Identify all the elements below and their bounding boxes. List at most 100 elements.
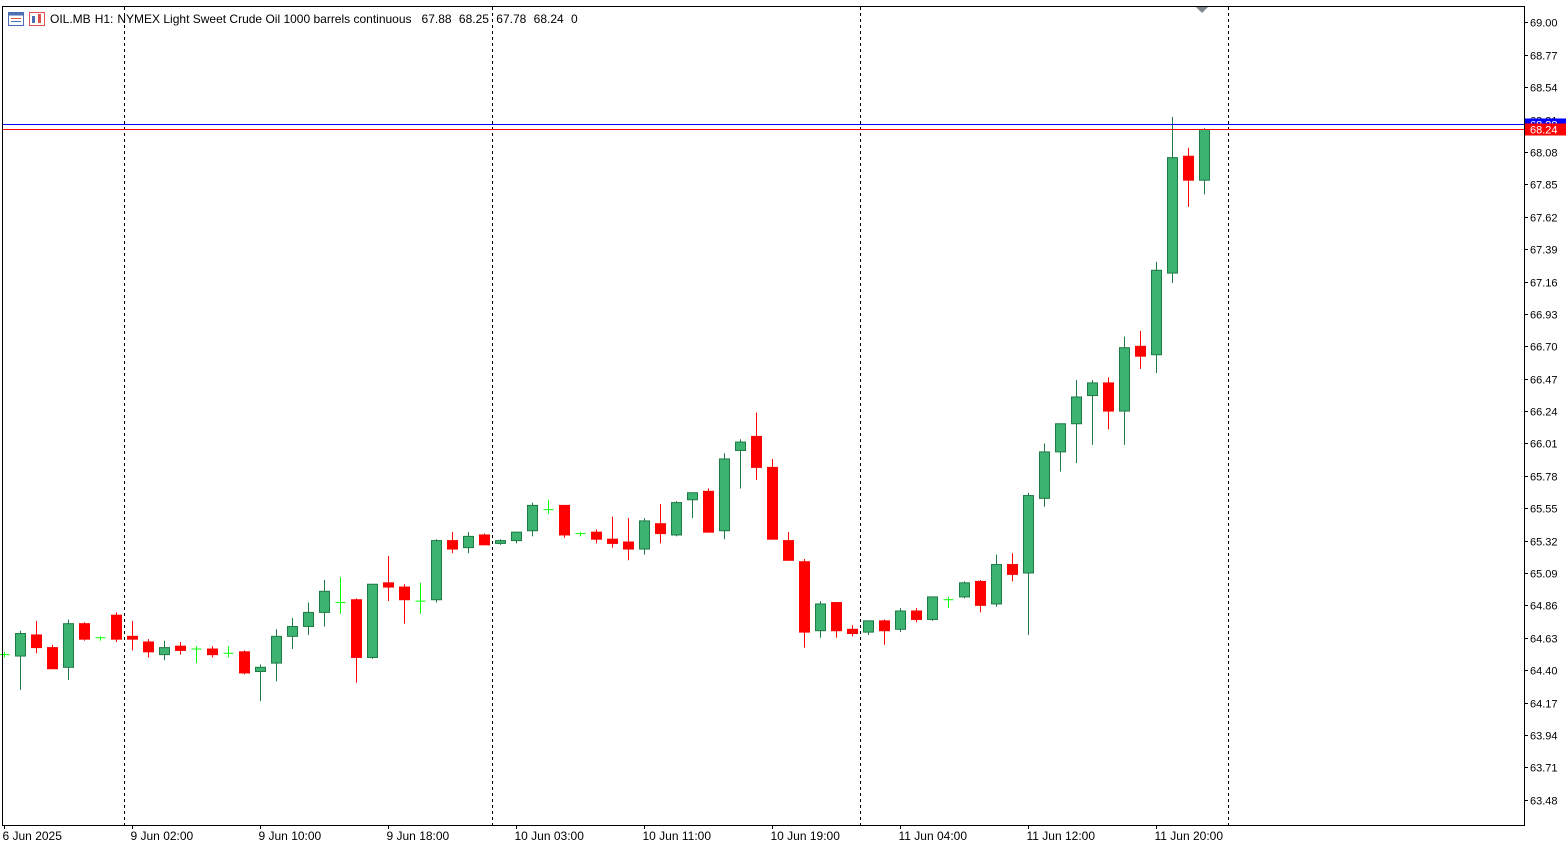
candle-body bbox=[1167, 157, 1178, 274]
candle-body bbox=[783, 540, 794, 561]
candle bbox=[863, 620, 874, 635]
x-tick-label: 10 Jun 03:00 bbox=[515, 829, 585, 843]
candle bbox=[751, 412, 762, 481]
candle-body bbox=[1103, 382, 1114, 412]
bid-label-text: 68.24 bbox=[1530, 125, 1558, 137]
symbol-chart-icon[interactable] bbox=[29, 12, 45, 26]
candle-body bbox=[287, 625, 298, 637]
candle-body bbox=[511, 531, 522, 542]
candle bbox=[991, 554, 1002, 607]
candle bbox=[943, 596, 954, 609]
candle-body bbox=[1071, 396, 1082, 425]
shift-marker-icon[interactable] bbox=[1196, 7, 1208, 13]
candle bbox=[191, 646, 202, 664]
candle-body bbox=[1183, 155, 1194, 181]
candle bbox=[15, 630, 26, 690]
y-tick-label: 66.47 bbox=[1530, 375, 1558, 387]
candle bbox=[559, 504, 570, 538]
y-tick-label: 66.93 bbox=[1530, 310, 1558, 322]
candle-body bbox=[607, 538, 618, 544]
candle bbox=[543, 499, 554, 514]
y-tick-label: 69.00 bbox=[1530, 18, 1558, 30]
candle-body bbox=[911, 610, 922, 620]
y-tick-label: 63.94 bbox=[1530, 731, 1558, 743]
candle-body bbox=[271, 635, 282, 664]
candle bbox=[447, 532, 458, 554]
bid-price-label: 68.24 bbox=[1525, 123, 1566, 137]
candle bbox=[95, 636, 106, 641]
close-value: 68.24 bbox=[533, 12, 564, 26]
candle-body bbox=[111, 614, 122, 640]
candle bbox=[111, 612, 122, 642]
candle bbox=[159, 640, 170, 661]
y-tick-label: 68.08 bbox=[1530, 148, 1558, 160]
candle bbox=[175, 641, 186, 655]
candle bbox=[623, 518, 634, 561]
candle bbox=[847, 625, 858, 637]
candle-body bbox=[15, 633, 26, 657]
y-tick-label: 65.09 bbox=[1530, 569, 1558, 581]
candle-body bbox=[1151, 269, 1162, 356]
symbol-name: OIL.MB bbox=[50, 12, 91, 26]
candle-body bbox=[495, 540, 506, 544]
y-tick-label: 63.48 bbox=[1530, 796, 1558, 808]
candle bbox=[783, 532, 794, 561]
y-tick-label: 67.39 bbox=[1530, 245, 1558, 257]
candle-body bbox=[1055, 423, 1066, 453]
candle bbox=[527, 502, 538, 537]
candle-body bbox=[303, 611, 314, 627]
x-tick-label: 9 Jun 18:00 bbox=[387, 829, 450, 843]
candle-body bbox=[735, 441, 746, 451]
candle-body bbox=[815, 603, 826, 632]
candle-body bbox=[1087, 382, 1098, 397]
candle bbox=[1023, 492, 1034, 635]
candle bbox=[975, 580, 986, 613]
x-tick-label: 10 Jun 11:00 bbox=[643, 829, 712, 843]
x-tick-label: 6 Jun 2025 bbox=[3, 829, 63, 843]
day-separators bbox=[124, 7, 1229, 825]
candle bbox=[959, 581, 970, 599]
candle-body bbox=[351, 599, 362, 658]
candle bbox=[511, 531, 522, 544]
candle-body bbox=[63, 623, 74, 668]
y-tick-label: 65.55 bbox=[1530, 504, 1558, 516]
candles bbox=[0, 116, 1210, 702]
y-tick-label: 68.54 bbox=[1530, 83, 1558, 95]
candle bbox=[495, 539, 506, 545]
candle-body bbox=[1007, 564, 1018, 575]
candle bbox=[1167, 116, 1178, 283]
candle bbox=[463, 532, 474, 554]
candle bbox=[607, 516, 618, 548]
candle bbox=[287, 618, 298, 650]
candle-body bbox=[927, 596, 938, 620]
candle bbox=[335, 577, 346, 614]
candle-body bbox=[1039, 451, 1050, 499]
timeframe: H1: bbox=[94, 12, 114, 26]
candle bbox=[367, 583, 378, 659]
plot-frame bbox=[2, 6, 1525, 826]
high-value: 68.25 bbox=[458, 12, 489, 26]
candle bbox=[415, 582, 426, 614]
candle bbox=[239, 650, 250, 675]
time-axis[interactable]: 6 Jun 2025 9 Jun 02:00 9 Jun 10:00 9 Jun 18… bbox=[3, 825, 1224, 843]
candle bbox=[815, 601, 826, 638]
candle bbox=[1087, 380, 1098, 445]
x-tick-label: 10 Jun 19:00 bbox=[771, 829, 841, 843]
candle-body bbox=[207, 648, 218, 656]
candle bbox=[207, 646, 218, 658]
candle-body bbox=[703, 490, 714, 533]
candle-body bbox=[975, 580, 986, 606]
candle bbox=[127, 620, 138, 651]
candle bbox=[271, 629, 282, 682]
x-tick-label: 11 Jun 12:00 bbox=[1027, 829, 1096, 843]
price-axis[interactable]: 69.0068.7768.5468.3168.0867.8567.6267.39… bbox=[1524, 18, 1566, 808]
candle-body bbox=[831, 602, 842, 632]
candle-body bbox=[463, 535, 474, 549]
candle bbox=[735, 439, 746, 489]
bid-label-bg bbox=[1525, 123, 1566, 136]
chart-window-icon[interactable] bbox=[8, 12, 24, 26]
candle bbox=[0, 651, 10, 658]
candle bbox=[319, 580, 330, 627]
